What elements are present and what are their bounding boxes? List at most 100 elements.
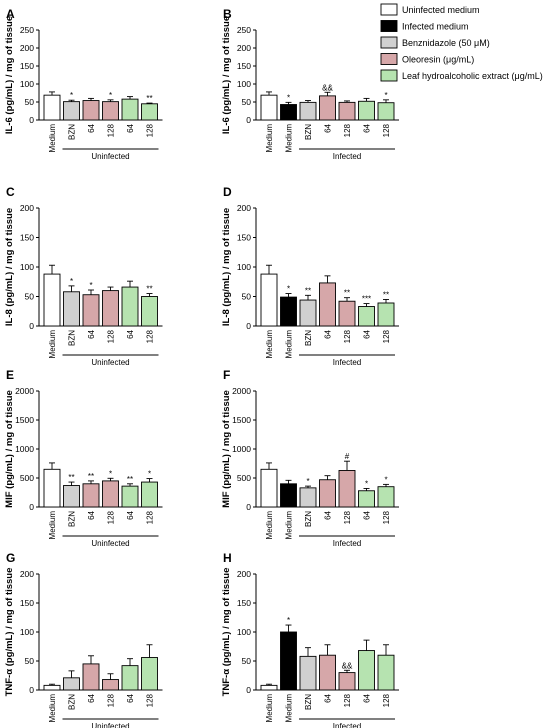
y-tick-label: 500: [20, 473, 34, 483]
significance-mark: *: [306, 477, 309, 486]
category-label: Medium: [265, 694, 274, 723]
panel-a: AIL-6 (pg/mL) / mg of tissue 0 50 100 150 200…: [4, 7, 163, 161]
bar: [377, 302, 395, 327]
significance-mark: *: [384, 475, 387, 484]
group-label: Uninfected: [91, 722, 129, 728]
bar: [82, 294, 100, 327]
y-tick-label: 200: [237, 569, 251, 579]
y-tick-label: 2000: [232, 386, 251, 396]
y-tick-label: 100: [20, 262, 34, 272]
significance-mark: *: [109, 91, 112, 100]
category-label: 64: [363, 693, 372, 702]
y-axis-label: TNF-α (pg/mL) / mg of tissue: [221, 568, 232, 697]
y-axis-label: MIF (pg/mL) / mg of tissue: [221, 390, 232, 508]
significance-mark: **: [88, 472, 94, 481]
bar: [121, 286, 139, 327]
panel-g: G TNF-α (pg/mL) / mg of tissue 0 50 100 150 20…: [4, 551, 163, 728]
legend-swatch: [380, 69, 398, 82]
legend-label: Benznidazole (50 μM): [402, 38, 490, 48]
y-axis-label: IL-8 (pg/mL) / mg of tissue: [221, 208, 232, 326]
bar: [299, 487, 317, 508]
y-tick-label: 0: [246, 321, 251, 331]
bar: [358, 306, 375, 327]
category-label: 128: [343, 510, 352, 524]
significance-mark: *: [70, 277, 73, 286]
y-tick-label: 200: [20, 203, 34, 213]
category-label: 128: [146, 510, 155, 524]
y-tick-label: 1500: [232, 415, 251, 425]
significance-mark: *: [109, 469, 112, 478]
bar: [82, 663, 100, 691]
y-tick-label: 1500: [15, 415, 34, 425]
bar: [299, 101, 317, 121]
bar: [141, 657, 158, 691]
group-label: Infected: [333, 358, 361, 367]
bar: [319, 654, 336, 691]
category-label: BZN: [304, 511, 313, 527]
bar: [102, 101, 119, 121]
y-tick-label: 200: [237, 43, 251, 53]
panel-letter: B: [223, 7, 232, 21]
bar: [43, 468, 61, 508]
category-label: 128: [382, 693, 391, 707]
panel-letter: D: [223, 185, 232, 199]
panel-letter: G: [6, 551, 15, 565]
category-label: Medium: [48, 511, 57, 540]
category-label: 64: [363, 123, 372, 132]
category-label: 128: [343, 693, 352, 707]
bar: [82, 100, 100, 121]
category-label: 128: [382, 123, 391, 137]
y-tick-label: 200: [237, 203, 251, 213]
category-label: 128: [146, 329, 155, 343]
legend: Uninfected medium Infected medium Benznida…: [380, 3, 543, 82]
bar: [141, 296, 158, 327]
category-label: 64: [363, 329, 372, 338]
panel-letter: F: [223, 368, 230, 382]
y-tick-label: 500: [237, 473, 251, 483]
category-label: 64: [363, 510, 372, 519]
bar: [260, 273, 278, 327]
y-tick-label: 150: [237, 598, 251, 608]
category-label: Medium: [265, 330, 274, 359]
category-label: 128: [107, 123, 116, 137]
significance-mark: *: [70, 91, 73, 100]
category-label: BZN: [68, 330, 77, 346]
category-label: 64: [87, 123, 96, 132]
bar: [358, 650, 375, 691]
bar: [338, 470, 356, 508]
bar: [358, 100, 375, 121]
category-label: 64: [324, 329, 333, 338]
significance-mark: *: [287, 616, 290, 625]
y-tick-label: 0: [29, 321, 34, 331]
bar: [121, 485, 139, 508]
bar: [299, 655, 317, 691]
bar: [260, 468, 278, 508]
y-tick-label: 100: [237, 262, 251, 272]
bar: [63, 101, 80, 121]
bar: [102, 679, 119, 691]
bar: [43, 94, 61, 121]
category-label: Medium: [48, 694, 57, 723]
panel-d: D IL-8 (pg/mL) / mg of tissue 0 50 100 150 200…: [221, 185, 399, 367]
panel-c: C IL-8 (pg/mL) / mg of tissue 0 50 100 150 200…: [4, 185, 163, 367]
bar: [338, 672, 356, 691]
group-label: Uninfected: [91, 152, 129, 161]
y-axis-label: MIF (pg/mL) / mg of tissue: [4, 390, 15, 508]
legend-label: Oleoresin (μg/mL): [402, 55, 474, 65]
y-axis-label: IL-6 (pg/mL) / mg of tissue: [4, 16, 15, 134]
y-tick-label: 150: [20, 598, 34, 608]
category-label: 64: [126, 123, 135, 132]
y-tick-label: 1000: [15, 444, 34, 454]
significance-mark: *: [287, 285, 290, 294]
significance-mark: **: [146, 285, 152, 294]
bar: [280, 296, 297, 327]
category-label: 64: [126, 510, 135, 519]
category-label: BZN: [304, 124, 313, 140]
bar: [63, 291, 80, 327]
bar: [63, 677, 80, 691]
category-label: 128: [343, 329, 352, 343]
significance-mark: *: [365, 479, 368, 488]
y-tick-label: 50: [25, 97, 35, 107]
y-tick-label: 50: [25, 292, 35, 302]
